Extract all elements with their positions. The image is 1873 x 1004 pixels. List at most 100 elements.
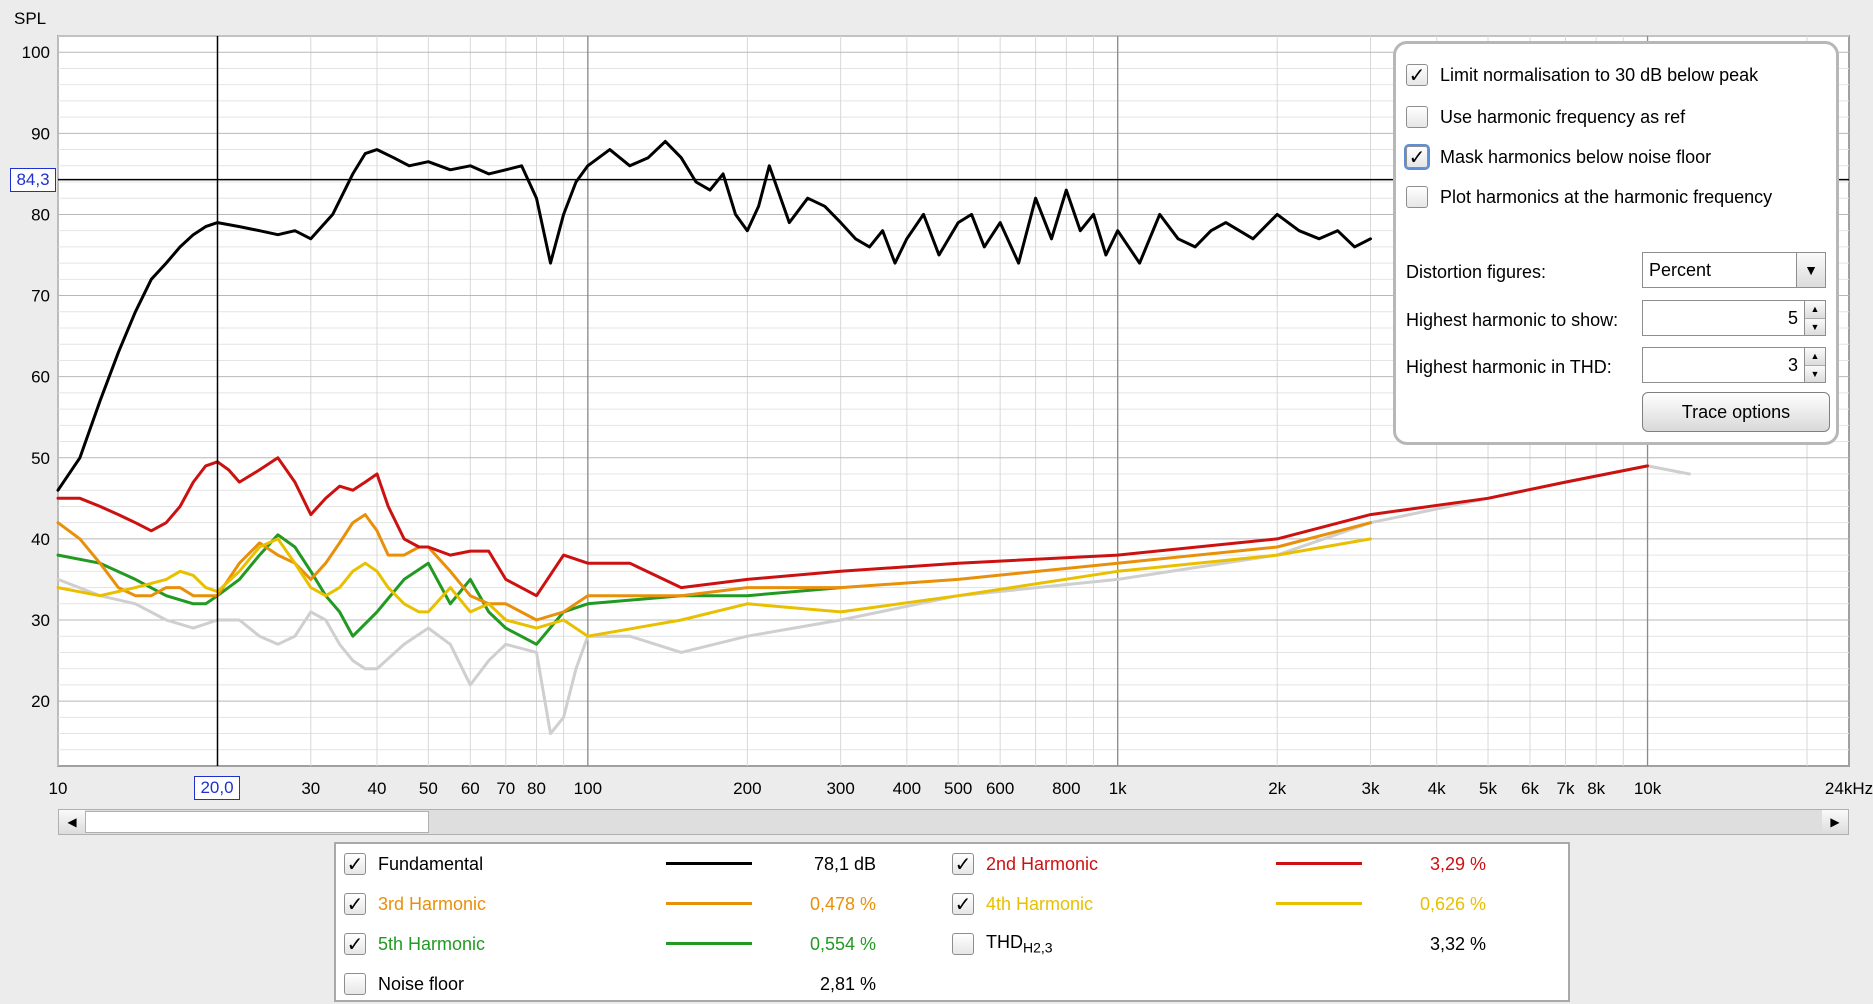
x-tick-label: 1k bbox=[1109, 779, 1127, 798]
highest-harmonic-show-label: Highest harmonic to show: bbox=[1406, 310, 1619, 330]
legend-item-3rd-harmonic[interactable]: ✓ 3rd Harmonic bbox=[344, 884, 638, 924]
x-tick-label: 30 bbox=[301, 779, 320, 798]
legend-item-5th-harmonic[interactable]: ✓ 5th Harmonic bbox=[344, 924, 638, 964]
series-4th-harmonic bbox=[56, 537, 1372, 638]
spin-up-icon[interactable]: ▲ bbox=[1805, 301, 1825, 318]
x-tick-label: 80 bbox=[527, 779, 546, 798]
x-tick-label: 70 bbox=[496, 779, 515, 798]
2nd-harmonic-swatch bbox=[1276, 862, 1362, 865]
spin-down-icon[interactable]: ▼ bbox=[1805, 317, 1825, 335]
highest-harmonic-thd-label: Highest harmonic in THD: bbox=[1406, 357, 1612, 377]
series-fundamental bbox=[56, 139, 1372, 492]
x-tick-label: 40 bbox=[368, 779, 387, 798]
legend-item-noise-floor[interactable]: Noise floor bbox=[344, 964, 638, 1004]
x-tick-label: 6k bbox=[1521, 779, 1539, 798]
scroll-right-icon[interactable]: ▶ bbox=[1822, 810, 1848, 834]
mask-harmonics-option[interactable]: ✓ Mask harmonics below noise floor bbox=[1404, 144, 1712, 170]
highest-harmonic-show-value[interactable]: 5 bbox=[1787, 307, 1798, 328]
highest-harmonic-show-stepper[interactable]: 5 ▲ ▼ bbox=[1642, 300, 1826, 336]
noise-floor-checkbox[interactable] bbox=[344, 973, 366, 995]
2nd-harmonic-value: 3,29 % bbox=[1429, 853, 1486, 874]
x-tick-label: 7k bbox=[1556, 779, 1574, 798]
x-tick-label: 3k bbox=[1362, 779, 1380, 798]
4th-harmonic-value: 0,626 % bbox=[1419, 893, 1486, 914]
4th-harmonic-swatch bbox=[1276, 902, 1362, 905]
fundamental-label: Fundamental bbox=[378, 853, 484, 874]
fundamental-value: 78,1 dB bbox=[813, 853, 876, 874]
highest-harmonic-thd-stepper[interactable]: 3 ▲ ▼ bbox=[1642, 347, 1826, 383]
mask-harmonics-checkbox[interactable]: ✓ bbox=[1404, 144, 1430, 170]
y-tick-label: 30 bbox=[31, 611, 50, 630]
x-tick-label: 60 bbox=[461, 779, 480, 798]
2nd-harmonic-checkbox[interactable]: ✓ bbox=[952, 853, 974, 875]
mask-harmonics-label: Mask harmonics below noise floor bbox=[1440, 146, 1712, 167]
spin-down-icon[interactable]: ▼ bbox=[1805, 364, 1825, 382]
cursor-x-readout: 20,0 bbox=[194, 776, 240, 800]
4th-harmonic-label: 4th Harmonic bbox=[986, 893, 1094, 914]
limit-normalisation-label: Limit normalisation to 30 dB below peak bbox=[1440, 64, 1759, 85]
fundamental-checkbox[interactable]: ✓ bbox=[344, 853, 366, 875]
legend-item-4th-harmonic[interactable]: ✓ 4th Harmonic bbox=[952, 884, 1246, 924]
limit-normalisation-option[interactable]: ✓ Limit normalisation to 30 dB below pea… bbox=[1406, 64, 1758, 86]
y-tick-label: 100 bbox=[22, 43, 50, 62]
spin-up-icon[interactable]: ▲ bbox=[1805, 348, 1825, 365]
distortion-figures-value: Percent bbox=[1649, 259, 1712, 280]
x-tick-label: 50 bbox=[419, 779, 438, 798]
scrollbar-thumb[interactable] bbox=[85, 811, 429, 833]
5th-harmonic-checkbox[interactable]: ✓ bbox=[344, 933, 366, 955]
series-5th-harmonic bbox=[56, 533, 843, 646]
thd-checkbox[interactable] bbox=[952, 933, 974, 955]
4th-harmonic-checkbox[interactable]: ✓ bbox=[952, 893, 974, 915]
distortion-figures-dropdown[interactable]: Percent ▼ bbox=[1642, 252, 1826, 288]
5th-harmonic-value: 0,554 % bbox=[809, 933, 876, 954]
3rd-harmonic-label: 3rd Harmonic bbox=[378, 893, 487, 914]
thd-label: THDH2,3 bbox=[986, 932, 1053, 956]
x-tick-label: 500 bbox=[944, 779, 972, 798]
fundamental-swatch bbox=[666, 862, 752, 865]
limit-normalisation-checkbox[interactable]: ✓ bbox=[1406, 64, 1428, 86]
plot-harmonics-checkbox[interactable] bbox=[1406, 186, 1428, 208]
scroll-left-icon[interactable]: ◀ bbox=[59, 810, 85, 834]
trace-options-button[interactable]: Trace options bbox=[1642, 392, 1830, 432]
plot-harmonics-label: Plot harmonics at the harmonic frequency bbox=[1440, 186, 1773, 207]
x-tick-label: 10 bbox=[49, 779, 68, 798]
legend-item-2nd-harmonic[interactable]: ✓ 2nd Harmonic bbox=[952, 844, 1246, 884]
y-tick-label: 90 bbox=[31, 124, 50, 143]
y-tick-label: 20 bbox=[31, 692, 50, 711]
use-harmonic-frequency-option[interactable]: Use harmonic frequency as ref bbox=[1406, 106, 1685, 128]
legend-item-fundamental[interactable]: ✓ Fundamental bbox=[344, 844, 638, 884]
series-2nd-harmonic bbox=[56, 456, 1649, 598]
noise-floor-label: Noise floor bbox=[378, 973, 465, 994]
legend-panel: ✓ Fundamental 78,1 dB ✓ 2nd Harmonic 3,2… bbox=[334, 842, 1570, 1002]
x-tick-label: 8k bbox=[1587, 779, 1605, 798]
distortion-figures-label: Distortion figures: bbox=[1406, 262, 1547, 282]
cursor-y-readout: 84,3 bbox=[10, 168, 56, 192]
legend-item-thd[interactable]: THDH2,3 bbox=[952, 924, 1246, 964]
y-tick-label: 40 bbox=[31, 530, 50, 549]
use-harmonic-frequency-checkbox[interactable] bbox=[1406, 106, 1428, 128]
3rd-harmonic-checkbox[interactable]: ✓ bbox=[344, 893, 366, 915]
y-tick-label: 60 bbox=[31, 368, 50, 387]
plot-harmonics-option[interactable]: Plot harmonics at the harmonic frequency bbox=[1406, 186, 1772, 208]
y-axis-label: SPL bbox=[14, 9, 46, 28]
y-tick-label: 70 bbox=[31, 287, 50, 306]
series-thd-h2-3 bbox=[56, 464, 1691, 736]
2nd-harmonic-label: 2nd Harmonic bbox=[986, 853, 1099, 874]
y-tick-label: 50 bbox=[31, 449, 50, 468]
noise-floor-value: 2,81 % bbox=[819, 973, 876, 994]
x-tick-label: 400 bbox=[893, 779, 921, 798]
x-tick-label: 800 bbox=[1052, 779, 1080, 798]
options-panel: ✓ Limit normalisation to 30 dB below pea… bbox=[1393, 41, 1839, 445]
3rd-harmonic-swatch bbox=[666, 902, 752, 905]
x-tick-label: 300 bbox=[826, 779, 854, 798]
x-tick-label: 600 bbox=[986, 779, 1014, 798]
horizontal-scrollbar[interactable]: ◀ ▶ bbox=[58, 809, 1849, 835]
x-tick-label: 10k bbox=[1634, 779, 1662, 798]
chevron-down-icon[interactable]: ▼ bbox=[1796, 253, 1825, 287]
x-tick-label: 100 bbox=[574, 779, 602, 798]
x-tick-label: 200 bbox=[733, 779, 761, 798]
use-harmonic-frequency-label: Use harmonic frequency as ref bbox=[1440, 106, 1686, 127]
highest-harmonic-thd-value[interactable]: 3 bbox=[1787, 354, 1798, 375]
x-tick-label: 5k bbox=[1479, 779, 1497, 798]
y-tick-label: 80 bbox=[31, 205, 50, 224]
